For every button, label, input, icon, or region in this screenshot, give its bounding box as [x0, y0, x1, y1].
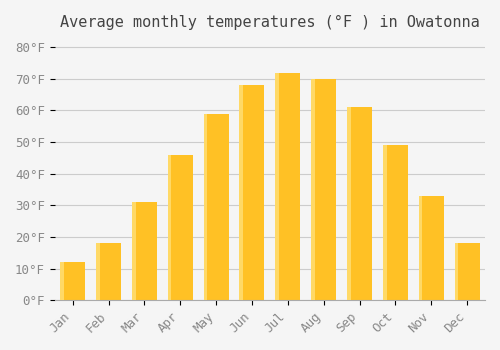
Bar: [168, 155, 193, 300]
Bar: [383, 145, 386, 300]
Bar: [275, 72, 279, 300]
Bar: [60, 262, 64, 300]
Bar: [311, 79, 336, 300]
Bar: [132, 202, 157, 300]
Bar: [96, 243, 121, 300]
Bar: [311, 79, 315, 300]
Bar: [454, 243, 479, 300]
Bar: [347, 107, 350, 300]
Bar: [168, 155, 172, 300]
Bar: [240, 85, 243, 300]
Title: Average monthly temperatures (°F ) in Owatonna: Average monthly temperatures (°F ) in Ow…: [60, 15, 480, 30]
Bar: [204, 114, 208, 300]
Bar: [60, 262, 85, 300]
Bar: [383, 145, 408, 300]
Bar: [418, 196, 444, 300]
Bar: [96, 243, 100, 300]
Bar: [240, 85, 264, 300]
Bar: [454, 243, 458, 300]
Bar: [418, 196, 422, 300]
Bar: [347, 107, 372, 300]
Bar: [132, 202, 136, 300]
Bar: [204, 114, 229, 300]
Bar: [275, 72, 300, 300]
